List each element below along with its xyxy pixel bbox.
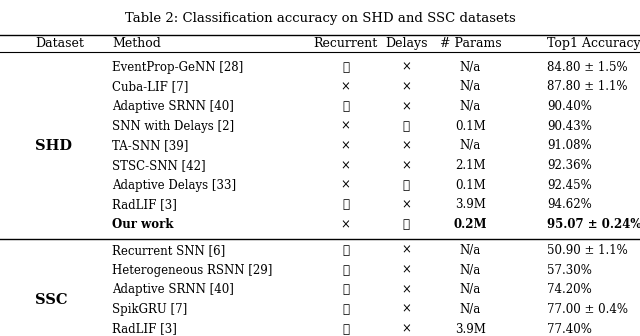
Text: Cuba-LIF [7]: Cuba-LIF [7]: [112, 80, 188, 93]
Text: ✓: ✓: [342, 283, 349, 296]
Text: TA-SNN [39]: TA-SNN [39]: [112, 139, 188, 152]
Text: ×: ×: [401, 244, 412, 257]
Text: Adaptive SRNN [40]: Adaptive SRNN [40]: [112, 100, 234, 113]
Text: ✓: ✓: [342, 61, 349, 74]
Text: STSC-SNN [42]: STSC-SNN [42]: [112, 159, 205, 172]
Text: ✓: ✓: [403, 218, 410, 231]
Text: 2.1M: 2.1M: [455, 159, 486, 172]
Text: ×: ×: [401, 61, 412, 74]
Text: Recurrent: Recurrent: [314, 37, 378, 50]
Text: 0.1M: 0.1M: [455, 179, 486, 192]
Text: 74.20%: 74.20%: [547, 283, 592, 296]
Text: N/a: N/a: [460, 244, 481, 257]
Text: ×: ×: [401, 139, 412, 152]
Text: ×: ×: [340, 159, 351, 172]
Text: Dataset: Dataset: [35, 37, 84, 50]
Text: 90.40%: 90.40%: [547, 100, 592, 113]
Text: SSC: SSC: [35, 293, 68, 306]
Text: N/a: N/a: [460, 283, 481, 296]
Text: ×: ×: [340, 80, 351, 93]
Text: SNN with Delays [2]: SNN with Delays [2]: [112, 120, 234, 133]
Text: 0.2M: 0.2M: [454, 218, 487, 231]
Text: # Params: # Params: [440, 37, 501, 50]
Text: ✓: ✓: [342, 244, 349, 257]
Text: 92.36%: 92.36%: [547, 159, 592, 172]
Text: Recurrent SNN [6]: Recurrent SNN [6]: [112, 244, 225, 257]
Text: 94.62%: 94.62%: [547, 198, 592, 211]
Text: 91.08%: 91.08%: [547, 139, 592, 152]
Text: ×: ×: [401, 159, 412, 172]
Text: ✓: ✓: [342, 100, 349, 113]
Text: 87.80 ± 1.1%: 87.80 ± 1.1%: [547, 80, 628, 93]
Text: ×: ×: [401, 100, 412, 113]
Text: 50.90 ± 1.1%: 50.90 ± 1.1%: [547, 244, 628, 257]
Text: 3.9M: 3.9M: [455, 198, 486, 211]
Text: N/a: N/a: [460, 100, 481, 113]
Text: N/a: N/a: [460, 80, 481, 93]
Text: 57.30%: 57.30%: [547, 263, 592, 277]
Text: 84.80 ± 1.5%: 84.80 ± 1.5%: [547, 61, 628, 74]
Text: ✓: ✓: [403, 179, 410, 192]
Text: Delays: Delays: [385, 37, 428, 50]
Text: ×: ×: [401, 303, 412, 316]
Text: ×: ×: [401, 283, 412, 296]
Text: ✓: ✓: [342, 323, 349, 336]
Text: 77.00 ± 0.4%: 77.00 ± 0.4%: [547, 303, 628, 316]
Text: N/a: N/a: [460, 139, 481, 152]
Text: N/a: N/a: [460, 303, 481, 316]
Text: Adaptive Delays [33]: Adaptive Delays [33]: [112, 179, 236, 192]
Text: ✓: ✓: [342, 198, 349, 211]
Text: 95.07 ± 0.24%: 95.07 ± 0.24%: [547, 218, 640, 231]
Text: ×: ×: [340, 139, 351, 152]
Text: 92.45%: 92.45%: [547, 179, 592, 192]
Text: Method: Method: [112, 37, 161, 50]
Text: ×: ×: [340, 120, 351, 133]
Text: Heterogeneous RSNN [29]: Heterogeneous RSNN [29]: [112, 263, 273, 277]
Text: 77.40%: 77.40%: [547, 323, 592, 336]
Text: 3.9M: 3.9M: [455, 323, 486, 336]
Text: ×: ×: [401, 323, 412, 336]
Text: ×: ×: [401, 263, 412, 277]
Text: 0.1M: 0.1M: [455, 120, 486, 133]
Text: Top1 Accuracy: Top1 Accuracy: [547, 37, 640, 50]
Text: Our work: Our work: [112, 218, 173, 231]
Text: SHD: SHD: [35, 139, 72, 153]
Text: ✓: ✓: [342, 303, 349, 316]
Text: Table 2: Classification accuracy on SHD and SSC datasets: Table 2: Classification accuracy on SHD …: [125, 12, 515, 25]
Text: N/a: N/a: [460, 263, 481, 277]
Text: SpikGRU [7]: SpikGRU [7]: [112, 303, 188, 316]
Text: RadLIF [3]: RadLIF [3]: [112, 198, 177, 211]
Text: ×: ×: [401, 198, 412, 211]
Text: RadLIF [3]: RadLIF [3]: [112, 323, 177, 336]
Text: ×: ×: [340, 218, 351, 231]
Text: ✓: ✓: [342, 263, 349, 277]
Text: ✓: ✓: [403, 120, 410, 133]
Text: EventProp-GeNN [28]: EventProp-GeNN [28]: [112, 61, 243, 74]
Text: N/a: N/a: [460, 61, 481, 74]
Text: 90.43%: 90.43%: [547, 120, 592, 133]
Text: ×: ×: [401, 80, 412, 93]
Text: ×: ×: [340, 179, 351, 192]
Text: Adaptive SRNN [40]: Adaptive SRNN [40]: [112, 283, 234, 296]
